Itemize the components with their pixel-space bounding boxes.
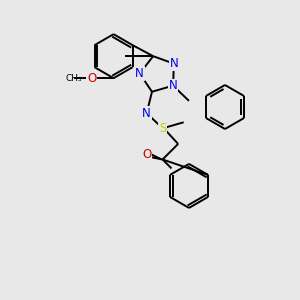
Text: O: O	[142, 148, 151, 161]
Text: N: N	[135, 67, 144, 80]
Text: N: N	[142, 106, 151, 120]
Text: O: O	[142, 150, 151, 163]
Text: N: N	[169, 79, 178, 92]
Text: S: S	[159, 122, 166, 135]
Text: CH₃: CH₃	[66, 74, 82, 83]
Text: N: N	[169, 57, 178, 70]
Text: O: O	[87, 72, 96, 85]
